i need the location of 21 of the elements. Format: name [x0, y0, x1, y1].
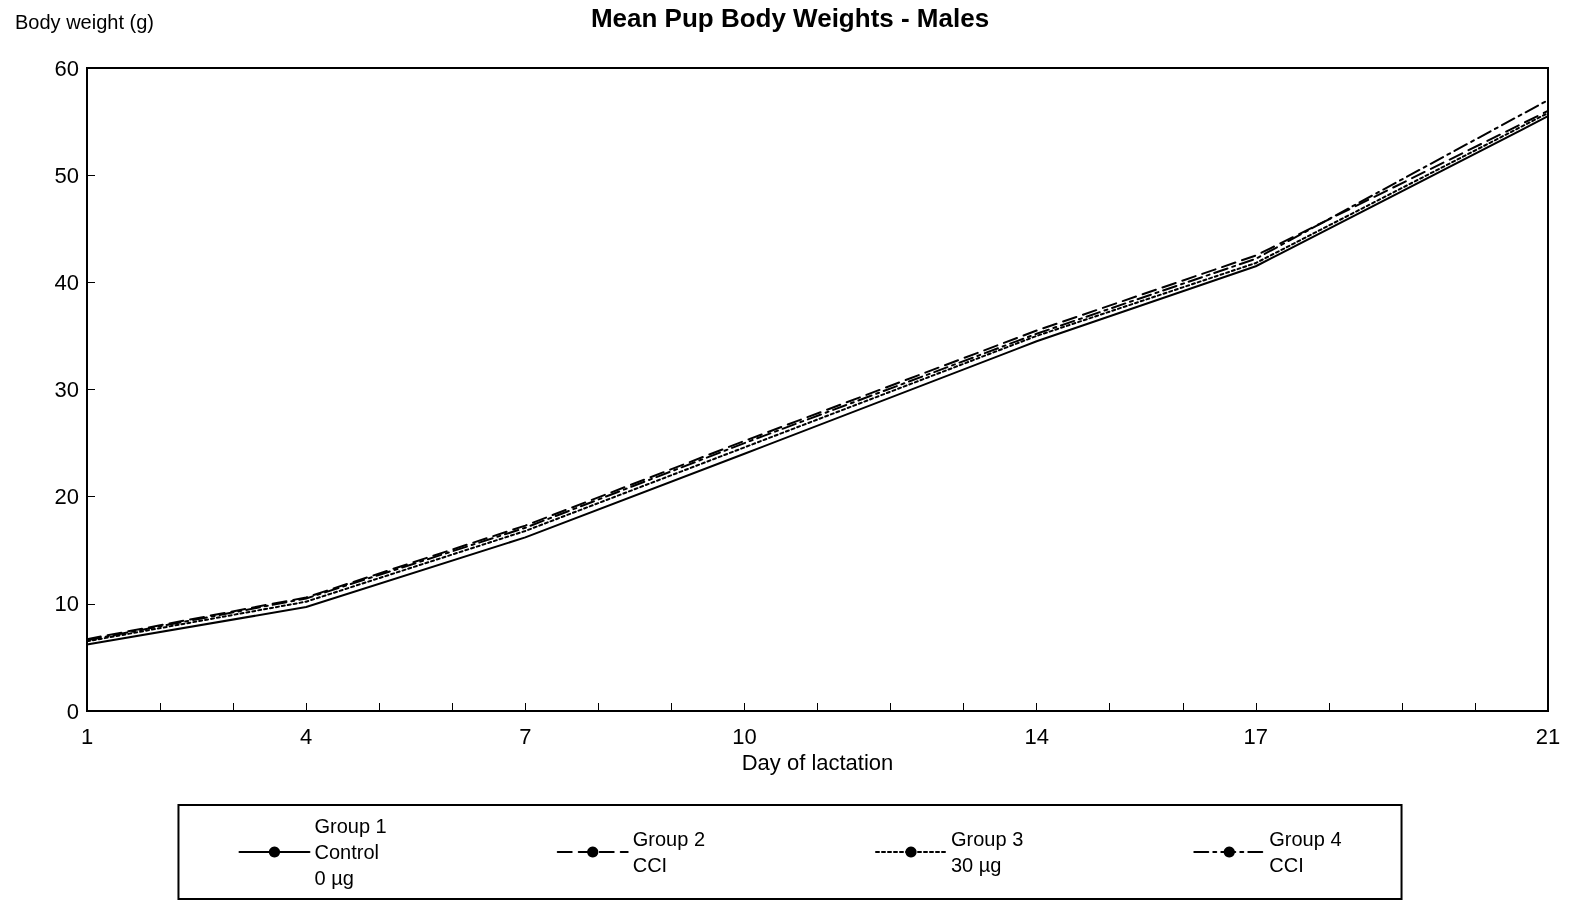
x-tick-label: 10 [732, 723, 757, 749]
y-tick-label: 40 [54, 269, 79, 295]
x-tick-label: 21 [1535, 723, 1561, 749]
x-tick-label: 17 [1243, 723, 1269, 749]
y-tick-label: 30 [54, 377, 79, 402]
y-tick-label: 60 [54, 55, 79, 81]
y-tick-label: 10 [54, 591, 79, 617]
legend-label: Group 3 30 µg [951, 828, 1024, 876]
x-axis-title: Day of lactation [741, 750, 894, 776]
chart-title: Mean Pup Body Weights - Males [590, 3, 990, 33]
legend-label: Group 1 Control 0 µg [314, 815, 387, 889]
y-tick-label: 50 [54, 162, 79, 188]
y-tick-label: 0 [66, 698, 79, 724]
x-tick-label: 4 [300, 723, 313, 749]
x-tick-label: 1 [80, 723, 94, 749]
y-axis-title: Body weight (g) [15, 11, 154, 33]
legend-label: Group 2 CCI [632, 828, 705, 876]
y-tick-label: 20 [54, 484, 79, 510]
x-tick-label: 14 [1024, 723, 1049, 749]
legend-label: Group 4 CCI [1269, 828, 1342, 876]
x-tick-label: 7 [519, 723, 532, 749]
